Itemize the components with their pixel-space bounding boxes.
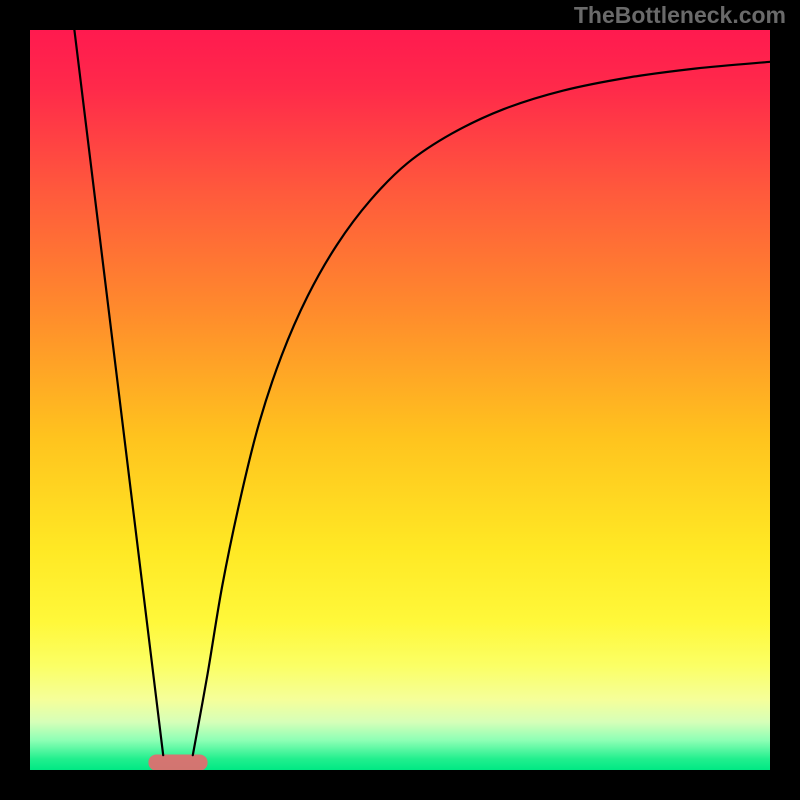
chart-stage: TheBottleneck.com bbox=[0, 0, 800, 800]
watermark-label: TheBottleneck.com bbox=[574, 2, 786, 29]
optimal-marker bbox=[148, 754, 207, 770]
chart-svg bbox=[0, 0, 800, 800]
chart-background bbox=[30, 30, 770, 770]
